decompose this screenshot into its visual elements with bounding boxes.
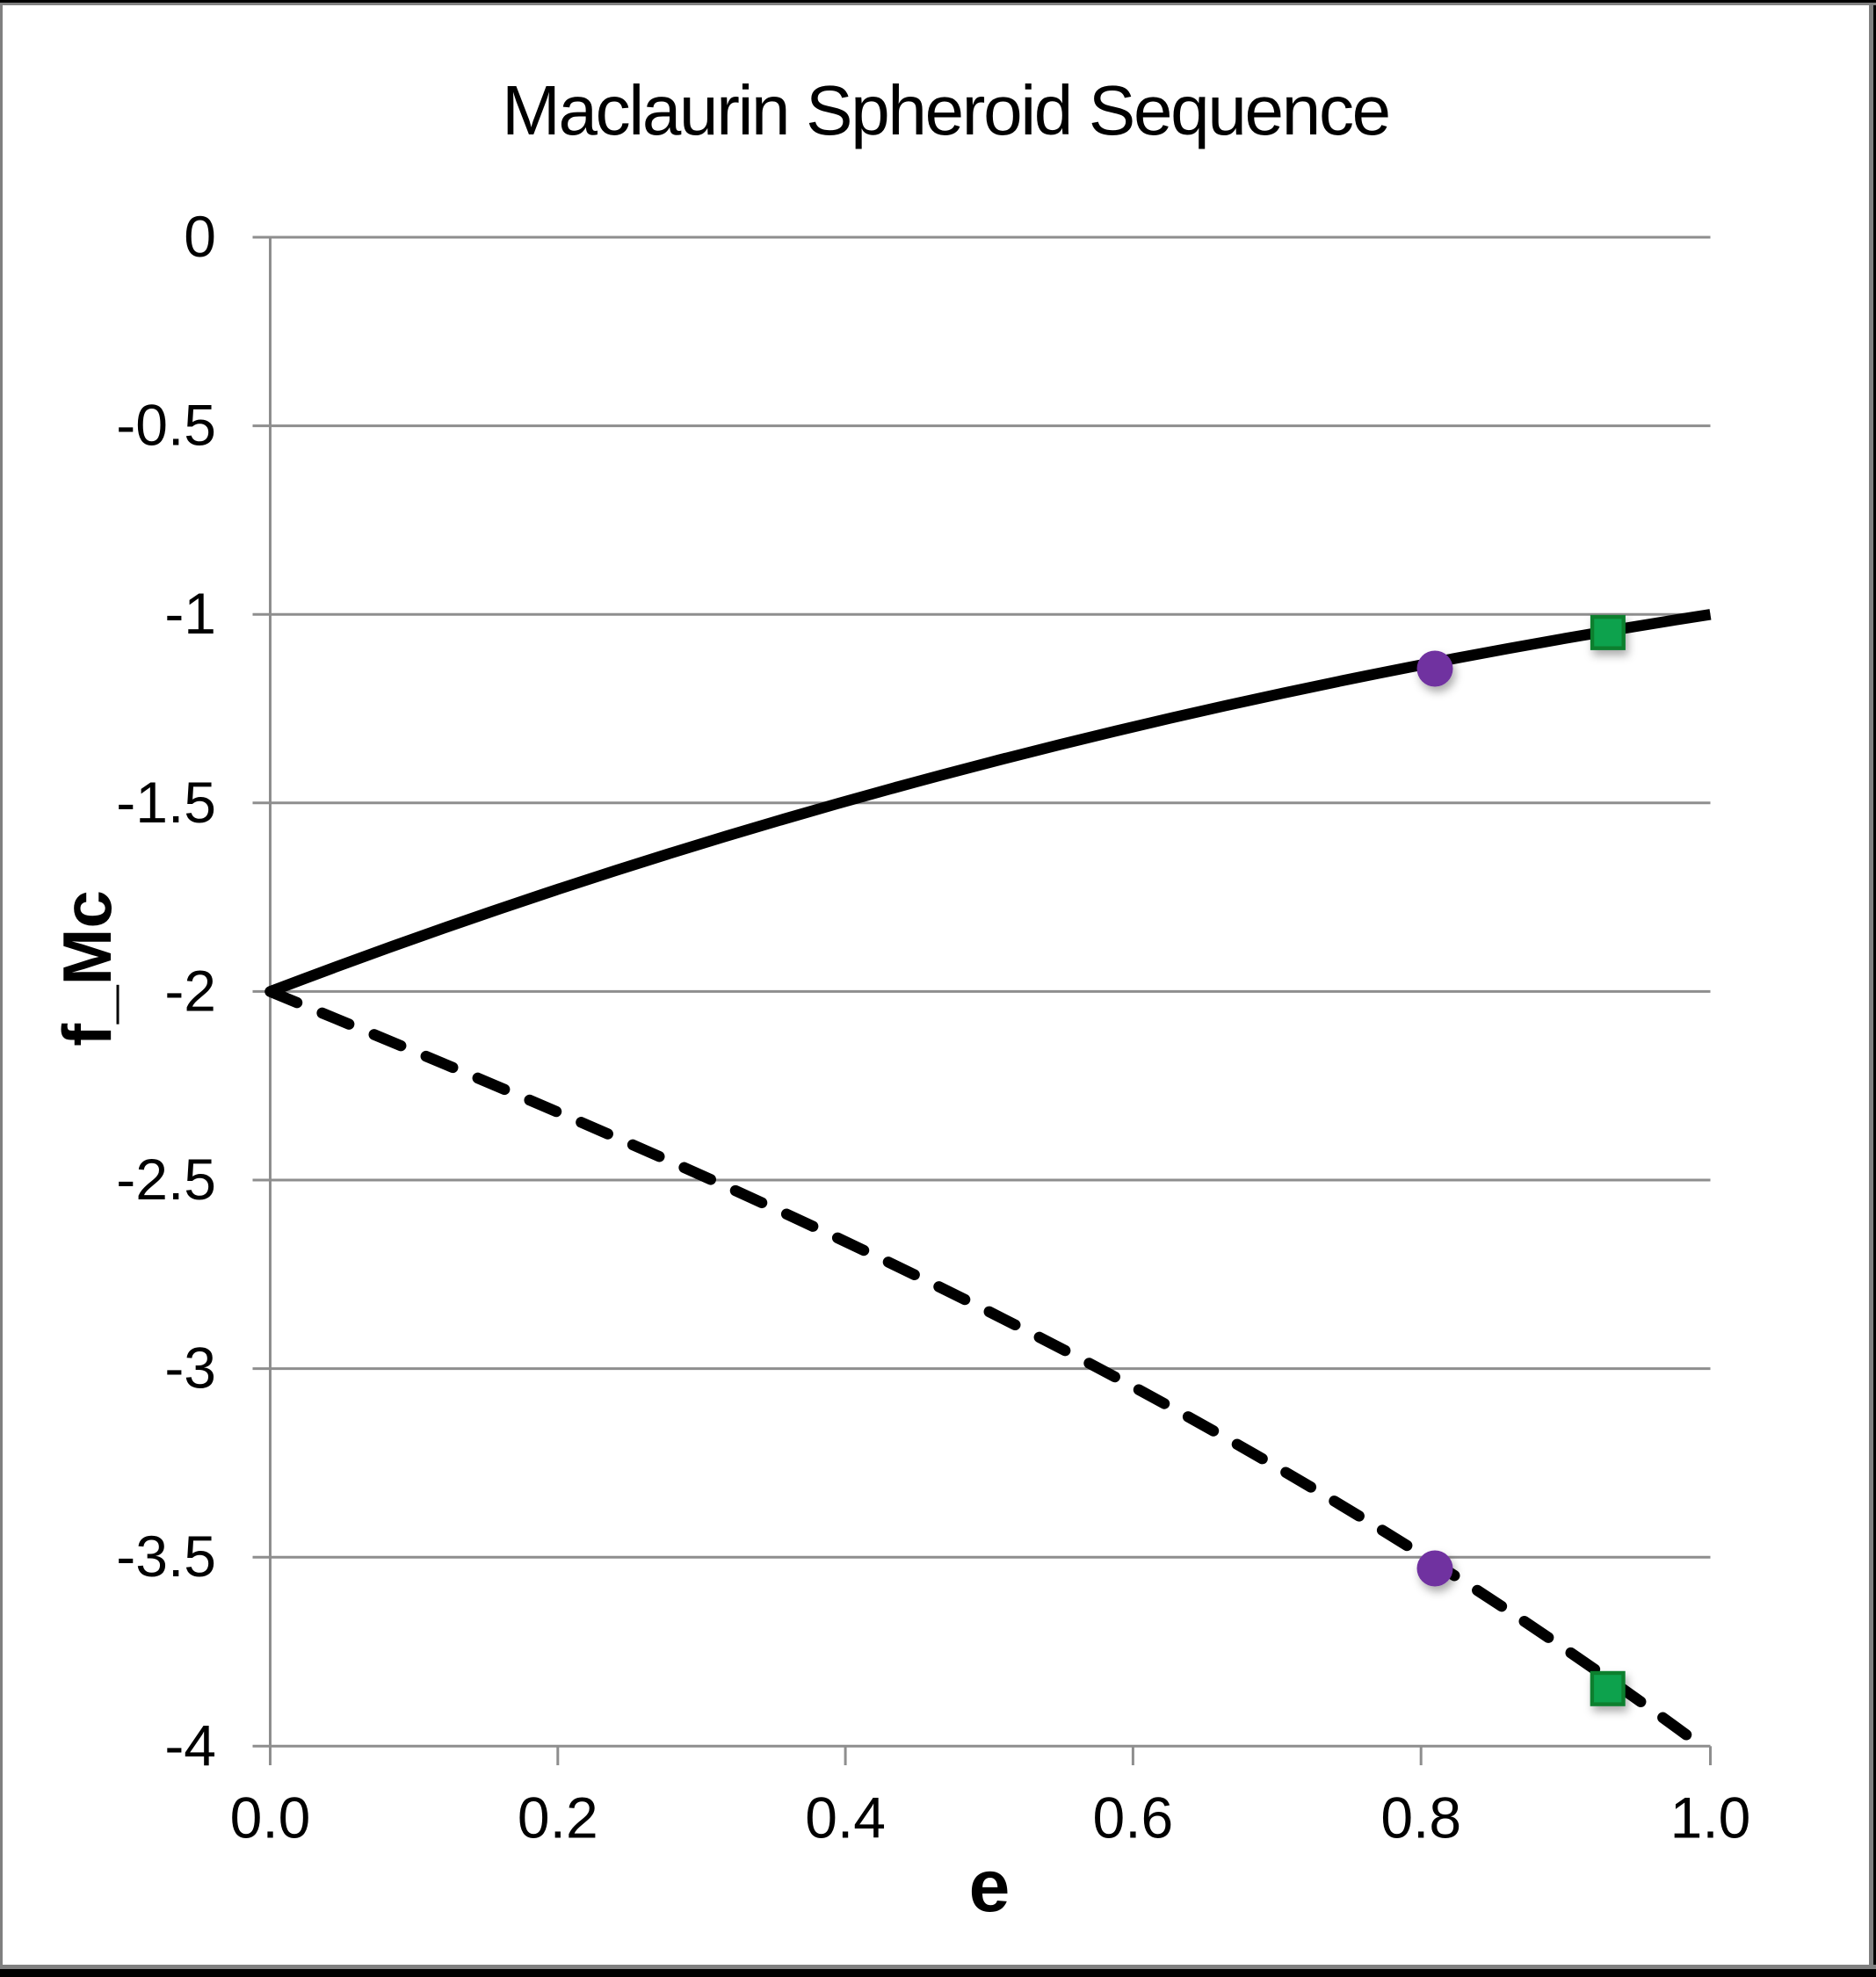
svg-text:-4: -4	[164, 1713, 216, 1778]
svg-text:0.2: 0.2	[518, 1785, 598, 1850]
svg-text:0.6: 0.6	[1093, 1785, 1174, 1850]
svg-text:-1: -1	[164, 581, 216, 646]
svg-text:1.0: 1.0	[1670, 1785, 1751, 1850]
svg-text:e: e	[969, 1844, 1010, 1927]
svg-text:-0.5: -0.5	[116, 393, 216, 458]
svg-text:0.8: 0.8	[1380, 1785, 1461, 1850]
svg-text:-2.5: -2.5	[116, 1147, 216, 1212]
svg-text:0.0: 0.0	[230, 1785, 311, 1850]
svg-text:0: 0	[184, 204, 216, 269]
svg-text:-3.5: -3.5	[116, 1524, 216, 1589]
svg-text:0.4: 0.4	[805, 1785, 886, 1850]
svg-text:-1.5: -1.5	[116, 770, 216, 835]
svg-text:-3: -3	[164, 1336, 216, 1401]
svg-text:Maclaurin Spheroid Sequence: Maclaurin Spheroid Sequence	[502, 71, 1389, 149]
svg-text:f_Mc: f_Mc	[48, 890, 126, 1046]
svg-text:-2: -2	[164, 958, 216, 1023]
